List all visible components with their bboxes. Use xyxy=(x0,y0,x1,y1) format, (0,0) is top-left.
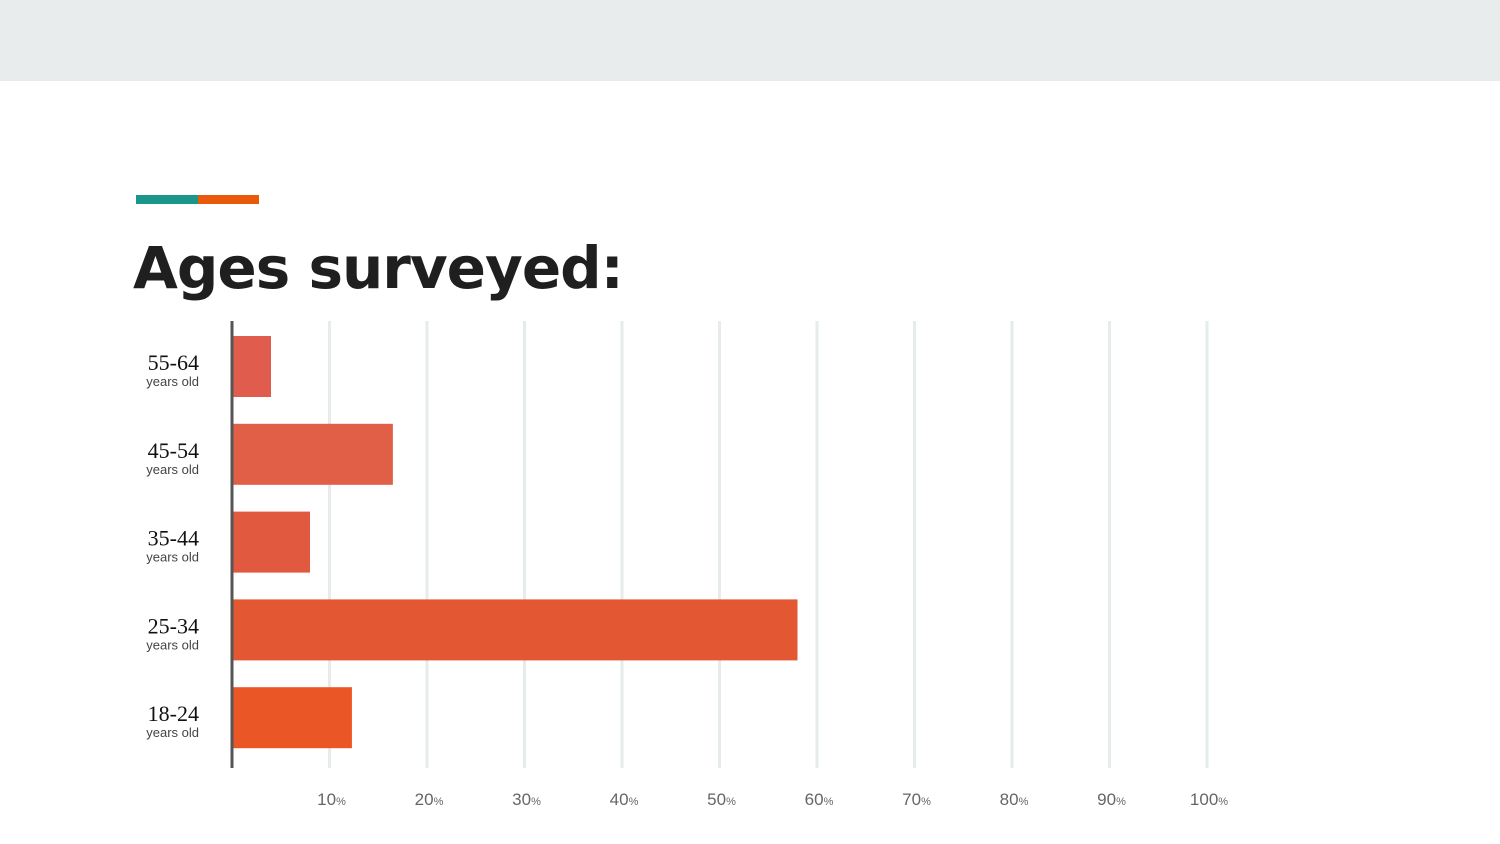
x-tick-label: 10% xyxy=(317,790,346,809)
bar-25-34 xyxy=(232,599,798,661)
header-band xyxy=(0,0,1500,81)
category-label: 25-34 xyxy=(148,613,199,638)
x-tick-label: 100% xyxy=(1190,790,1228,809)
bar-45-54 xyxy=(232,423,393,485)
page-title: Ages surveyed: xyxy=(133,234,624,302)
accent-bar-orange xyxy=(198,195,259,204)
category-sublabel: years old xyxy=(146,725,199,740)
category-sublabel: years old xyxy=(146,374,199,389)
x-tick-label: 50% xyxy=(707,790,736,809)
x-tick-label: 20% xyxy=(415,790,444,809)
accent-bar-teal xyxy=(136,195,198,204)
category-label: 35-44 xyxy=(148,526,199,551)
category-label: 45-54 xyxy=(148,438,199,463)
category-label: 18-24 xyxy=(148,701,199,726)
category-sublabel: years old xyxy=(146,637,199,652)
x-tick-label: 30% xyxy=(512,790,541,809)
x-tick-label: 90% xyxy=(1097,790,1126,809)
category-label: 55-64 xyxy=(148,350,199,375)
x-tick-label: 80% xyxy=(1000,790,1029,809)
category-sublabel: years old xyxy=(146,462,199,477)
x-tick-label: 60% xyxy=(805,790,834,809)
bar-18-24 xyxy=(232,687,352,749)
bar-35-44 xyxy=(232,511,310,573)
bar-55-64 xyxy=(232,336,271,397)
x-tick-label: 70% xyxy=(902,790,931,809)
category-sublabel: years old xyxy=(146,550,199,565)
x-tick-label: 40% xyxy=(610,790,639,809)
